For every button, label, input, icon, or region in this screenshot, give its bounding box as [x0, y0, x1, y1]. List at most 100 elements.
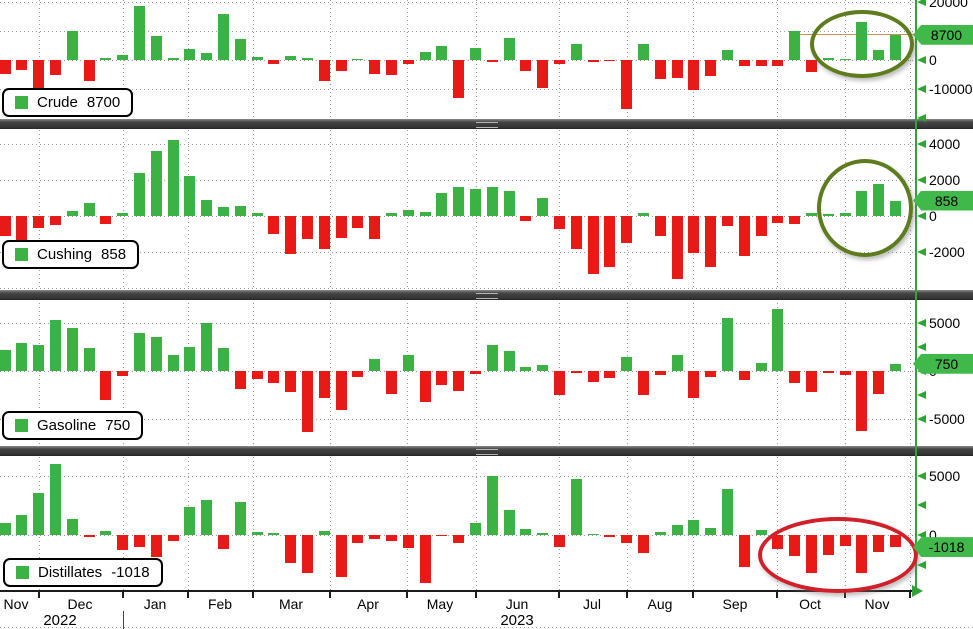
bar — [486, 60, 498, 62]
y-axis-tick-icon — [917, 560, 926, 569]
bar — [419, 371, 431, 402]
legend-gasoline[interactable]: Gasoline 750 — [2, 411, 144, 440]
bar — [738, 371, 750, 380]
bar — [570, 371, 582, 373]
bar — [738, 216, 750, 256]
bar — [402, 210, 414, 216]
legend-crude[interactable]: Crude 8700 — [2, 88, 134, 117]
x-axis-month-label: Jan — [143, 596, 167, 612]
bar — [503, 510, 515, 535]
last-value-tag-distillates: -1018 — [913, 537, 973, 558]
panel-divider[interactable] — [0, 290, 973, 300]
bar — [671, 216, 683, 280]
legend-series-name: Crude — [37, 94, 78, 111]
last-value-tag-crude: 8700 — [913, 24, 973, 45]
bar — [318, 371, 330, 398]
bar — [369, 60, 381, 75]
bar — [285, 371, 297, 392]
gridline-vertical — [627, 299, 628, 444]
bar — [705, 216, 717, 267]
bar — [503, 38, 515, 60]
gridline-vertical — [253, 457, 254, 591]
bar — [436, 371, 448, 385]
bar — [335, 60, 347, 71]
bar — [453, 371, 465, 392]
bar — [805, 60, 817, 72]
bar — [352, 535, 364, 544]
bar — [486, 187, 498, 216]
bar — [133, 535, 145, 547]
y-axis-tick-icon — [917, 0, 926, 6]
bar — [369, 216, 381, 240]
legend-cushing[interactable]: Cushing 858 — [2, 240, 140, 269]
year-separator-line — [123, 611, 124, 629]
bar — [16, 343, 28, 371]
x-axis-tick-icon — [329, 592, 331, 598]
gridline-vertical — [330, 0, 331, 119]
bar — [335, 371, 347, 410]
bar — [318, 216, 330, 250]
bar — [234, 39, 246, 60]
bar — [66, 211, 78, 216]
bar — [385, 371, 397, 395]
bar — [587, 60, 599, 62]
gridline-vertical — [627, 457, 628, 591]
x-axis-month-label: Oct — [799, 596, 821, 612]
bar — [268, 371, 280, 383]
x-axis-tick-icon — [776, 592, 778, 598]
bar — [436, 192, 448, 216]
bar — [369, 359, 381, 371]
panel-divider[interactable] — [0, 446, 973, 456]
legend-distillates[interactable]: Distillates -1018 — [3, 558, 163, 587]
bar — [251, 531, 263, 535]
bar — [805, 371, 817, 392]
panel-divider[interactable] — [0, 119, 973, 129]
bar — [66, 327, 78, 371]
bar — [469, 522, 481, 535]
bar — [335, 216, 347, 238]
bar — [486, 345, 498, 371]
bar — [604, 535, 616, 538]
bar — [822, 371, 834, 374]
legend-swatch-icon — [15, 96, 28, 109]
bar — [755, 216, 767, 236]
bar — [167, 535, 179, 541]
bar — [49, 216, 61, 226]
bar — [16, 60, 28, 70]
y-axis-tick-label: 0 — [929, 527, 937, 543]
bar — [621, 356, 633, 371]
y-axis-tick-label: 20000 — [929, 0, 968, 10]
y-axis-tick-label: 0 — [929, 52, 937, 68]
bar — [150, 337, 162, 371]
bar — [520, 216, 532, 221]
y-axis-tick-icon — [917, 471, 926, 480]
bar — [16, 216, 28, 251]
bar — [621, 535, 633, 544]
bar — [285, 55, 297, 60]
gridline-vertical — [559, 0, 560, 119]
bar — [83, 203, 95, 216]
x-axis-month-label: Nov — [864, 596, 890, 612]
bar — [772, 60, 784, 66]
bar — [201, 200, 213, 216]
bar — [369, 535, 381, 540]
bar — [772, 216, 784, 223]
x-axis-arrow-icon — [912, 585, 923, 597]
bar — [16, 514, 28, 535]
y-axis-tick-label: 0 — [929, 208, 937, 224]
x-axis-year-label: 2022 — [43, 612, 77, 629]
gridline-vertical — [123, 457, 124, 591]
gridline-vertical — [330, 457, 331, 591]
bar — [217, 535, 229, 550]
gridline-vertical — [330, 299, 331, 444]
x-axis-month-label: Dec — [67, 596, 93, 612]
bar — [201, 322, 213, 371]
x-axis-year-label: 2023 — [500, 612, 534, 629]
bar — [150, 35, 162, 60]
bar — [721, 489, 733, 535]
bar — [705, 528, 717, 535]
bar — [385, 60, 397, 76]
bar — [637, 535, 649, 554]
y-axis-tick-icon — [917, 415, 926, 424]
